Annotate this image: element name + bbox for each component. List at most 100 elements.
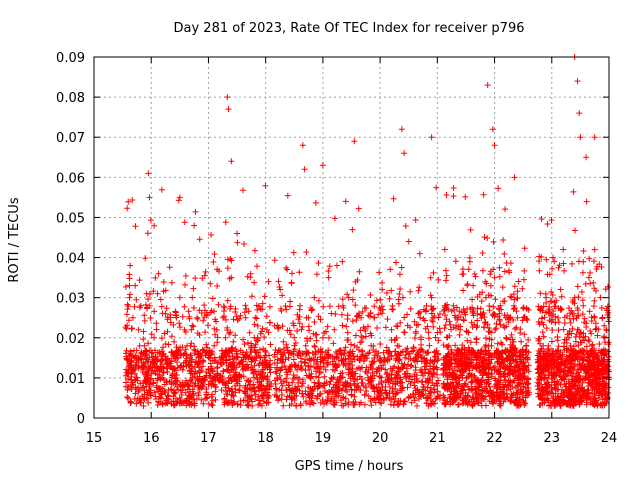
data-point-cloud [367, 363, 374, 370]
data-point-cloud [147, 392, 154, 399]
data-point-cloud [353, 316, 360, 323]
data-point-cloud [487, 387, 494, 394]
data-point-cloud [195, 361, 202, 368]
data-point-cloud [506, 369, 513, 376]
data-point-cloud [555, 327, 562, 334]
data-point-cloud [320, 401, 327, 408]
data-point-cloud [251, 321, 258, 328]
data-point-cloud [417, 346, 424, 353]
data-point-cloud [271, 360, 278, 367]
data-point-cloud [579, 297, 586, 304]
data-point-cloud [388, 352, 395, 359]
data-point-cloud [310, 356, 317, 363]
data-point-cloud [133, 296, 140, 303]
data-point-cloud [251, 247, 258, 254]
data-point-cloud [128, 357, 135, 364]
data-point-cloud [500, 384, 507, 391]
y-tick-label: 0.08 [56, 91, 85, 106]
data-point-cloud [174, 398, 181, 405]
data-point [580, 302, 587, 309]
data-point-cloud [199, 363, 206, 370]
data-point-cloud [242, 382, 249, 389]
data-point-cloud [229, 388, 236, 395]
data-point-cloud [232, 305, 239, 312]
data-point-cloud [588, 317, 595, 324]
data-point-cloud [546, 389, 553, 396]
data-point-cloud [368, 383, 375, 390]
data-point-cloud [159, 400, 166, 407]
data-point-cloud [124, 205, 131, 212]
data-point-cloud [144, 230, 151, 237]
data-point-cloud [594, 332, 601, 339]
data-point-cloud [406, 324, 413, 331]
data-point-cloud [361, 401, 368, 408]
data-point-cloud [486, 307, 493, 314]
data-point-cloud [308, 395, 315, 402]
data-point-cloud [157, 358, 164, 365]
data-point-cloud [567, 342, 574, 349]
data-point-cloud [168, 279, 175, 286]
data-point-cloud [386, 295, 393, 302]
data-point-cloud [324, 361, 331, 368]
data-point-cloud [151, 360, 158, 367]
data-point-cloud [492, 296, 499, 303]
data-point-cloud [297, 364, 304, 371]
data-point-cloud [147, 314, 154, 321]
data-point-cloud [339, 296, 346, 303]
data-point [319, 334, 326, 341]
data-point-cloud [345, 369, 352, 376]
data-point-cloud [450, 193, 457, 200]
data-point-cloud [126, 275, 133, 282]
data-point-cloud [158, 357, 165, 364]
data-point [574, 78, 581, 85]
data-point [302, 342, 309, 349]
data-point-cloud [503, 335, 510, 342]
data-point-cloud [447, 360, 454, 367]
data-point-cloud [434, 357, 441, 364]
data-point-cloud [150, 358, 157, 365]
data-point [319, 162, 326, 169]
data-point-cloud [474, 305, 481, 312]
data-point-cloud [286, 402, 293, 409]
data-point-cloud [214, 334, 221, 341]
data-point-cloud [433, 371, 440, 378]
data-point-cloud [514, 288, 521, 295]
data-point-cloud [449, 365, 456, 372]
data-point-cloud [341, 347, 348, 354]
data-point-cloud [258, 328, 265, 335]
data-point-cloud [498, 339, 505, 346]
data-point-cloud [601, 322, 608, 329]
data-point-cloud [189, 379, 196, 386]
data-point-cloud [396, 343, 403, 350]
data-point-cloud [163, 305, 170, 312]
data-point-cloud [501, 377, 508, 384]
data-point-cloud [255, 393, 262, 400]
data-point-cloud [392, 386, 399, 393]
data-point-cloud [509, 383, 516, 390]
data-point-cloud [279, 323, 286, 330]
data-point-cloud [202, 352, 209, 359]
data-point-cloud [201, 307, 208, 314]
x-tick-label: 23 [544, 431, 561, 446]
data-point [331, 326, 338, 333]
data-point-cloud [288, 280, 295, 287]
data-point-cloud [498, 306, 505, 313]
data-point-cloud [345, 355, 352, 362]
data-point-cloud [593, 265, 600, 272]
data-point-cloud [424, 394, 431, 401]
data-point-cloud [586, 308, 593, 315]
data-point-cloud [450, 396, 457, 403]
data-point-cloud [143, 383, 150, 390]
data-point-cloud [592, 320, 599, 327]
data-point-cloud [367, 330, 374, 337]
data-point-cloud [545, 345, 552, 352]
data-point-cloud [157, 296, 164, 303]
data-point-cloud [150, 379, 157, 386]
data-point-cloud [447, 359, 454, 366]
data-point [294, 366, 301, 373]
data-point-cloud [359, 348, 366, 355]
data-point-cloud [425, 349, 432, 356]
data-point-cloud [416, 250, 423, 257]
data-point-cloud [296, 387, 303, 394]
data-point-cloud [198, 377, 205, 384]
